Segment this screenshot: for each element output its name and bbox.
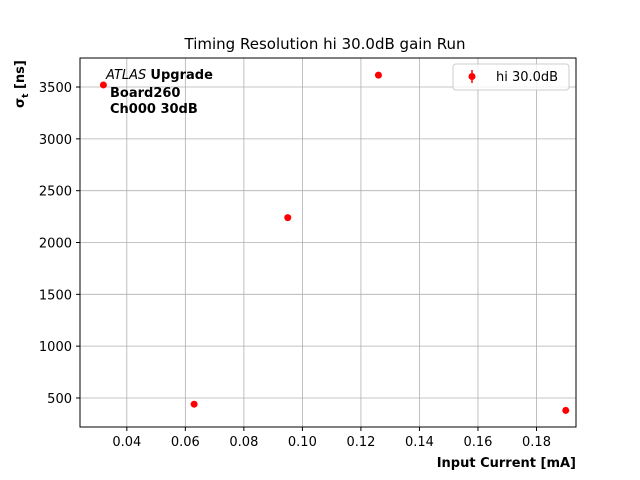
data-point [99, 81, 107, 89]
y-tick-label: 3000 [39, 133, 72, 148]
data-points [99, 71, 570, 414]
y-axis-label-subscript: t [21, 93, 31, 98]
legend-label: hi 30.0dB [496, 70, 558, 85]
x-tick-label: 0.18 [522, 435, 551, 450]
x-axis-label: Input Current [mA] [437, 456, 576, 471]
y-tick-label: 1500 [39, 288, 72, 303]
x-axis-ticks: 0.04 0.06 0.08 0.10 0.12 0.14 0.16 0.18 [112, 427, 551, 450]
y-axis-label: σt [ns] [13, 60, 31, 108]
y-tick-label: 500 [47, 392, 72, 407]
data-point [284, 214, 292, 222]
data-point [190, 400, 198, 408]
annotation-channel: Ch000 30dB [110, 102, 198, 117]
legend-marker [468, 73, 476, 80]
y-tick-label: 3500 [39, 81, 72, 96]
x-tick-label: 0.16 [463, 435, 492, 450]
grid-lines [80, 58, 576, 427]
y-tick-label: 1000 [39, 340, 72, 355]
x-tick-label: 0.04 [112, 435, 141, 450]
annotation-atlas: ATLAS [105, 68, 146, 83]
y-axis-label-symbol: σ [13, 98, 28, 108]
x-tick-label: 0.06 [171, 435, 200, 450]
svg-text:ATLAS Upgrade: ATLAS Upgrade [105, 68, 213, 83]
y-tick-label: 2000 [39, 237, 72, 252]
x-tick-label: 0.10 [288, 435, 317, 450]
chart-title: Timing Resolution hi 30.0dB gain Run [184, 35, 466, 53]
annotation-board: Board260 [110, 86, 180, 101]
y-axis-ticks: 500 1000 1500 2000 2500 3000 3500 [39, 81, 80, 407]
atlas-annotation: ATLAS Upgrade Board260 Ch000 30dB [105, 68, 213, 117]
x-tick-label: 0.14 [405, 435, 434, 450]
x-tick-label: 0.12 [346, 435, 375, 450]
data-point [562, 406, 570, 414]
x-tick-label: 0.08 [229, 435, 258, 450]
y-axis-label-unit: [ns] [13, 60, 28, 93]
data-point [374, 71, 382, 79]
legend: hi 30.0dB [452, 63, 570, 91]
legend-frame [452, 63, 570, 91]
y-tick-label: 2500 [39, 185, 72, 200]
annotation-upgrade: Upgrade [150, 68, 213, 83]
